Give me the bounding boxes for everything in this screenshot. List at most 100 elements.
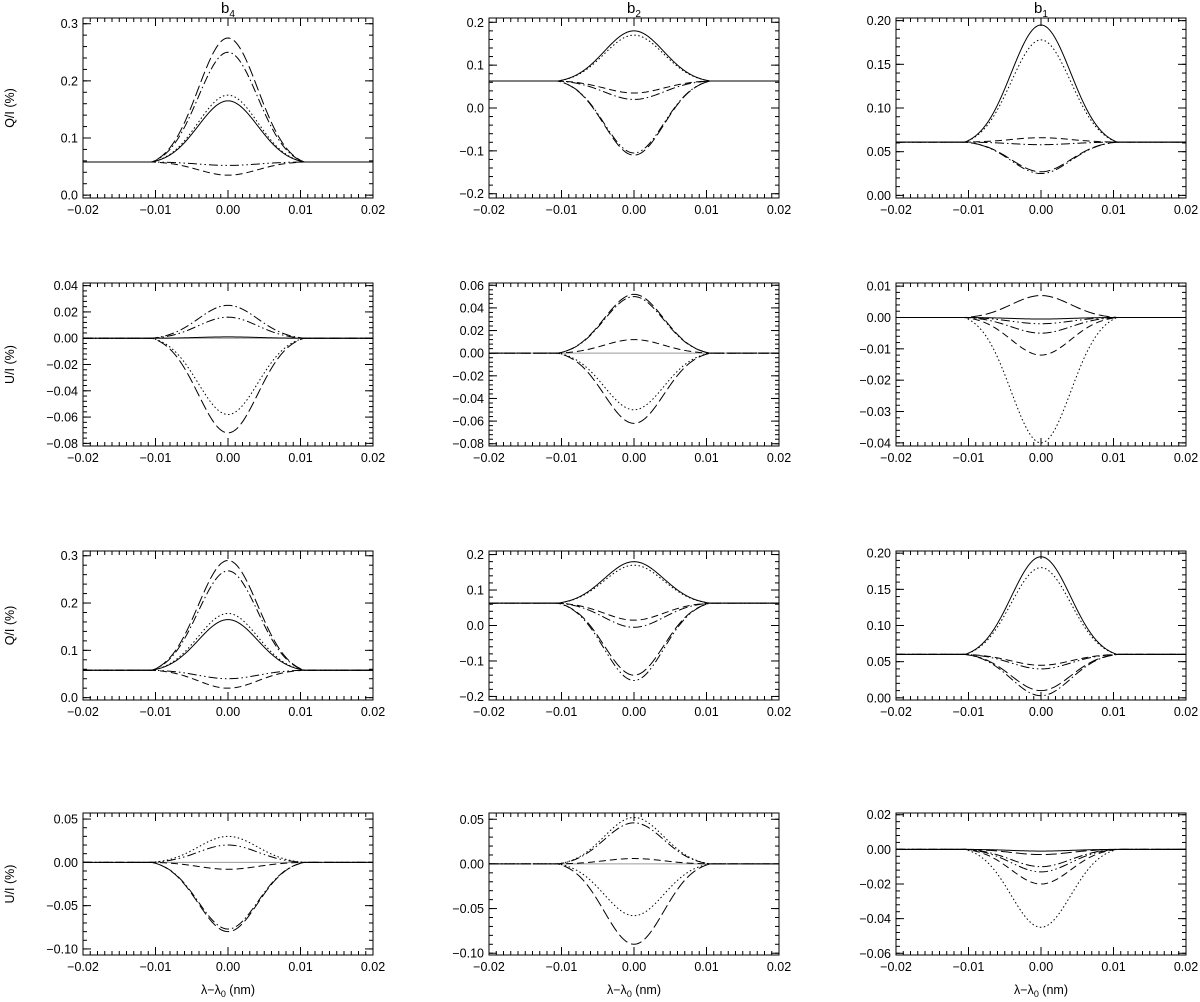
x-tick-label: 0.02 bbox=[767, 203, 791, 217]
series-group bbox=[896, 24, 1186, 175]
y-axis-title: U/I (%) bbox=[3, 345, 17, 384]
x-tick-label: 0.01 bbox=[288, 960, 312, 974]
series-line-dotted-0 bbox=[83, 835, 373, 863]
plot-frame bbox=[488, 812, 780, 956]
series-line-longdash-3 bbox=[83, 559, 373, 671]
series-line-dashdotdot-3 bbox=[896, 848, 1186, 873]
x-tick-label: 0.01 bbox=[694, 203, 718, 217]
y-tick-label: 0.0 bbox=[61, 189, 78, 203]
y-tick-label: −0.08 bbox=[46, 437, 78, 451]
x-axis-title: λ−λ0 (nm) bbox=[1014, 983, 1068, 999]
x-tick-label: 0.00 bbox=[216, 203, 240, 217]
series-line-longdash-4 bbox=[489, 863, 779, 945]
plot-frame bbox=[82, 812, 374, 956]
series-line-dashdot-3 bbox=[489, 80, 779, 100]
panel-r1c1: −0.02 −0.01 0.00 0.01 0.02 −0.08 −0.06 −0.04 −0.… bbox=[452, 279, 791, 465]
y-axis-title: Q/I (%) bbox=[3, 606, 17, 646]
plot-frame bbox=[82, 282, 374, 447]
y-tick-label: 0.1 bbox=[61, 644, 78, 658]
panel-r3c2: −0.02 −0.01 0.00 0.01 0.02 −0.06 −0.04 −0.02 0.0… bbox=[859, 808, 1198, 974]
series-line-dashdot-1 bbox=[489, 822, 779, 865]
y-tick-label: −0.01 bbox=[859, 342, 891, 356]
series-group bbox=[489, 30, 779, 156]
y-tick-label: 0.01 bbox=[867, 280, 891, 294]
y-tick-label: −0.2 bbox=[459, 690, 484, 704]
y-tick-label: 0.15 bbox=[867, 583, 891, 597]
x-tick-label: 0.02 bbox=[1174, 960, 1198, 974]
y-tick-label: 0.04 bbox=[460, 301, 484, 315]
series-line-dashed-4 bbox=[896, 316, 1186, 356]
series-line-dashdotdot-5 bbox=[896, 141, 1186, 175]
x-tick-label: 0.00 bbox=[622, 960, 646, 974]
x-tick-label: 0.02 bbox=[1174, 203, 1198, 217]
column-title: b1 bbox=[1034, 0, 1048, 20]
y-tick-label: −0.02 bbox=[859, 374, 891, 388]
plot-frame bbox=[488, 282, 780, 447]
y-tick-label: 0.04 bbox=[54, 279, 78, 293]
x-tick-label: 0.00 bbox=[622, 203, 646, 217]
column-title: b2 bbox=[627, 0, 641, 20]
x-tick-label: −0.02 bbox=[473, 451, 505, 465]
plot-frame bbox=[82, 550, 374, 701]
x-tick-label: −0.01 bbox=[140, 705, 172, 719]
y-tick-label: −0.03 bbox=[859, 405, 891, 419]
x-tick-label: 0.02 bbox=[361, 960, 385, 974]
series-line-longdash-4 bbox=[489, 80, 779, 156]
x-tick-label: 0.02 bbox=[767, 960, 791, 974]
series-line-dotted-3 bbox=[489, 863, 779, 917]
series-line-dashdotdot-1 bbox=[83, 844, 373, 863]
plot-frame bbox=[82, 17, 374, 199]
x-tick-label: 0.01 bbox=[1101, 705, 1125, 719]
panel-r2c1: −0.02 −0.01 0.00 0.01 0.02 −0.2 −0.1 0.0 0.1 0.2 bbox=[459, 548, 791, 719]
series-line-dashdot-2 bbox=[896, 848, 1186, 868]
series-line-longdash-4 bbox=[896, 141, 1186, 173]
series-line-dashed-2 bbox=[83, 861, 373, 870]
x-tick-label: 0.01 bbox=[694, 705, 718, 719]
series-line-dashdot-1 bbox=[83, 304, 373, 339]
series-line-longdash-3 bbox=[83, 861, 373, 933]
series-line-dashdot-5 bbox=[896, 653, 1186, 697]
x-tick-label: −0.01 bbox=[953, 705, 985, 719]
y-tick-label: 0.1 bbox=[467, 59, 484, 73]
plot-frame bbox=[895, 812, 1187, 956]
series-line-dashed-2 bbox=[489, 80, 779, 94]
series-line-longdash-1 bbox=[896, 848, 1186, 856]
series-group bbox=[896, 295, 1186, 444]
series-line-dotted-0 bbox=[489, 816, 779, 865]
x-tick-label: −0.01 bbox=[140, 451, 172, 465]
y-tick-label: −0.1 bbox=[459, 144, 484, 158]
y-tick-label: −0.04 bbox=[859, 912, 891, 926]
panel-r2c0: −0.02 −0.01 0.00 0.01 0.02 0.0 0.1 0.2 0.3 Q/I (%… bbox=[3, 549, 385, 719]
x-tick-label: 0.02 bbox=[767, 705, 791, 719]
x-tick-label: 0.01 bbox=[694, 960, 718, 974]
series-line-dotted-1 bbox=[83, 612, 373, 671]
series-line-solid-0 bbox=[489, 561, 779, 604]
panel-r0c0: −0.02 −0.01 0.00 0.01 0.02 0.0 0.1 0.2 0.3 Q/I (%… bbox=[3, 17, 385, 217]
y-axis-title: Q/I (%) bbox=[3, 88, 17, 128]
x-tick-label: −0.02 bbox=[473, 203, 505, 217]
y-tick-label: 0.05 bbox=[54, 813, 78, 827]
y-tick-label: 0.06 bbox=[460, 279, 484, 293]
panel-grid: −0.02 −0.01 0.00 0.01 0.02 0.0 0.1 0.2 0.3 Q/I (%… bbox=[3, 14, 1198, 974]
y-tick-label: 0.0 bbox=[467, 102, 484, 116]
plot-frame bbox=[895, 550, 1187, 701]
x-axis-titles: λ−λ0 (nm) λ−λ0 (nm) λ−λ0 (nm) bbox=[201, 983, 1068, 999]
x-tick-label: −0.01 bbox=[953, 203, 985, 217]
series-line-solid-0 bbox=[83, 100, 373, 163]
series-line-dashed-5 bbox=[83, 161, 373, 176]
series-line-dashed-2 bbox=[489, 602, 779, 621]
x-tick-label: −0.01 bbox=[546, 960, 578, 974]
series-line-solid-0 bbox=[489, 30, 779, 82]
y-tick-label: 0.1 bbox=[61, 132, 78, 146]
x-tick-label: 0.00 bbox=[1029, 203, 1053, 217]
series-line-longdash-0 bbox=[896, 295, 1186, 318]
y-tick-label: −0.04 bbox=[46, 384, 78, 398]
y-tick-label: −0.1 bbox=[459, 654, 484, 668]
y-tick-label: 0.0 bbox=[467, 619, 484, 633]
column-titles: b4 b2 b1 bbox=[221, 0, 1048, 20]
series-line-dotted-1 bbox=[896, 567, 1186, 655]
panel-r0c1: −0.02 −0.01 0.00 0.01 0.02 −0.2 −0.1 0.0 0.1 0.2 bbox=[459, 16, 791, 217]
series-line-dotted-5 bbox=[896, 316, 1186, 444]
x-tick-label: −0.02 bbox=[67, 705, 99, 719]
y-tick-label: 0.10 bbox=[867, 102, 891, 116]
